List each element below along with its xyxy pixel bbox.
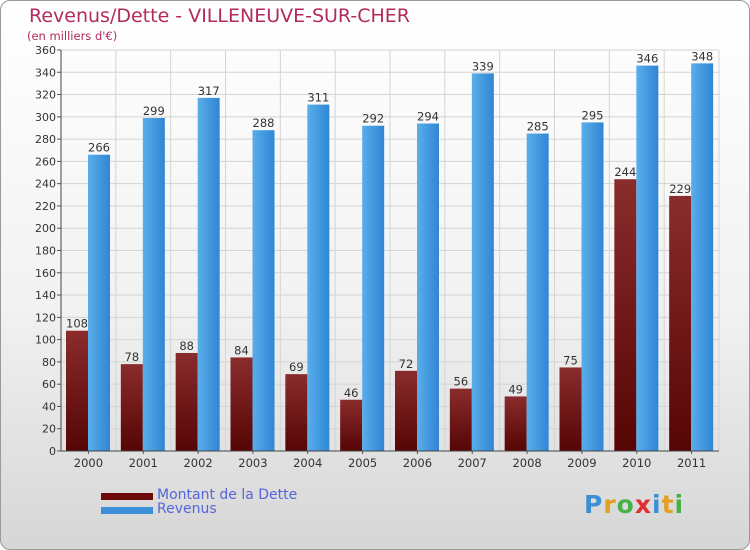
y-tick-label: 220: [35, 200, 56, 213]
data-label-revenus-2007: 339: [472, 59, 494, 73]
data-label-revenus-2008: 285: [527, 120, 549, 134]
y-tick-label: 20: [42, 423, 56, 436]
bar-revenus-2008: [526, 133, 549, 451]
data-label-dette-2011: 229: [669, 182, 691, 196]
x-tick-label-2009: 2009: [567, 456, 596, 470]
y-tick-label: 180: [35, 245, 56, 258]
x-tick-label-2002: 2002: [183, 456, 212, 470]
data-label-revenus-2002: 317: [198, 84, 220, 98]
data-label-revenus-2005: 292: [362, 112, 384, 126]
bar-revenus-2005: [362, 125, 385, 451]
data-label-dette-2007: 56: [454, 375, 469, 389]
data-label-dette-2000: 108: [66, 317, 88, 331]
data-label-dette-2003: 84: [234, 343, 249, 357]
data-label-dette-2004: 69: [289, 360, 304, 374]
bar-revenus-2004: [307, 104, 330, 451]
data-label-dette-2001: 78: [125, 350, 140, 364]
y-tick-label: 100: [35, 334, 56, 347]
bar-dette-2002: [175, 352, 198, 451]
bar-revenus-2010: [636, 65, 659, 451]
data-label-revenus-2001: 299: [143, 104, 165, 118]
y-tick-label: 280: [35, 133, 56, 146]
bars: [66, 63, 714, 452]
bar-dette-2011: [669, 195, 692, 451]
bar-dette-2009: [559, 367, 582, 451]
y-tick-label: 300: [35, 111, 56, 124]
bar-revenus-2001: [142, 117, 165, 452]
bar-dette-2005: [340, 399, 363, 451]
x-tick-label-2011: 2011: [677, 456, 706, 470]
bar-revenus-2003: [252, 130, 275, 451]
bar-dette-2007: [449, 388, 472, 451]
y-tick-label: 340: [35, 66, 56, 79]
legend-swatch-revenue: [101, 507, 153, 514]
bar-dette-2001: [120, 364, 143, 451]
data-label-dette-2005: 46: [344, 386, 359, 400]
x-tick-label-2004: 2004: [293, 456, 322, 470]
data-label-revenus-2000: 266: [88, 141, 110, 155]
data-label-dette-2010: 244: [614, 165, 636, 179]
data-labels: 108 266 78 299 88 317 84 288 69 311 46 292 72 294 56 33…: [66, 49, 713, 399]
bar-dette-2008: [504, 396, 527, 451]
y-tick-label: 0: [49, 445, 56, 458]
x-tick-label-2003: 2003: [238, 456, 267, 470]
data-label-dette-2008: 49: [508, 382, 523, 396]
data-label-revenus-2011: 348: [691, 49, 713, 63]
data-label-revenus-2004: 311: [307, 91, 329, 105]
bar-dette-2006: [395, 370, 417, 451]
bar-dette-2004: [285, 374, 308, 451]
x-tick-label-2007: 2007: [458, 456, 487, 470]
x-tick-label-2000: 2000: [74, 456, 103, 470]
bar-revenus-2007: [471, 73, 494, 452]
y-tick-label: 200: [35, 222, 56, 235]
x-tick-label-2008: 2008: [512, 456, 541, 470]
bar-revenus-2011: [691, 63, 714, 451]
x-tick-label-2010: 2010: [622, 456, 651, 470]
legend-label-revenue: Revenus: [157, 501, 217, 517]
x-tick-label-2006: 2006: [403, 456, 432, 470]
data-label-dette-2002: 88: [179, 339, 194, 353]
y-tick-label: 140: [35, 289, 56, 302]
y-tick-label: 120: [35, 311, 56, 324]
x-tick-label-2005: 2005: [348, 456, 377, 470]
y-tick-label: 240: [35, 178, 56, 191]
y-tick-label: 260: [35, 155, 56, 168]
legend-label-debt: Montant de la Dette: [157, 487, 298, 503]
y-tick-label: 80: [42, 356, 56, 369]
data-label-dette-2009: 75: [563, 353, 578, 367]
data-label-dette-2006: 72: [399, 357, 414, 371]
bar-revenus-2006: [417, 123, 439, 452]
y-tick-label: 40: [42, 400, 56, 413]
legend-swatch-debt: [101, 493, 153, 500]
y-tick-label: 60: [42, 378, 56, 391]
proxiti-logo: Proxiti: [584, 490, 685, 519]
y-tick-label: 320: [35, 89, 56, 102]
bar-dette-2000: [66, 330, 88, 451]
data-label-revenus-2009: 295: [582, 108, 604, 122]
data-label-revenus-2010: 346: [636, 52, 658, 66]
chart-subtitle: (en milliers d'€): [27, 29, 118, 43]
data-label-revenus-2006: 294: [417, 110, 439, 124]
bar-revenus-2009: [581, 122, 604, 452]
x-tick-label-2001: 2001: [129, 456, 158, 470]
bar-dette-2010: [614, 179, 637, 451]
data-label-revenus-2003: 288: [253, 116, 275, 130]
chart-title: Revenus/Dette - VILLENEUVE-SUR-CHER: [29, 5, 410, 27]
axes: 0 20 40 60 80 100 120 140 160 180 200 220 240 260 280 3…: [35, 44, 719, 470]
bar-dette-2003: [230, 357, 253, 451]
y-tick-label: 360: [35, 44, 56, 57]
bar-revenus-2000: [88, 154, 110, 451]
y-tick-label: 160: [35, 267, 56, 280]
bar-revenus-2002: [197, 97, 220, 452]
